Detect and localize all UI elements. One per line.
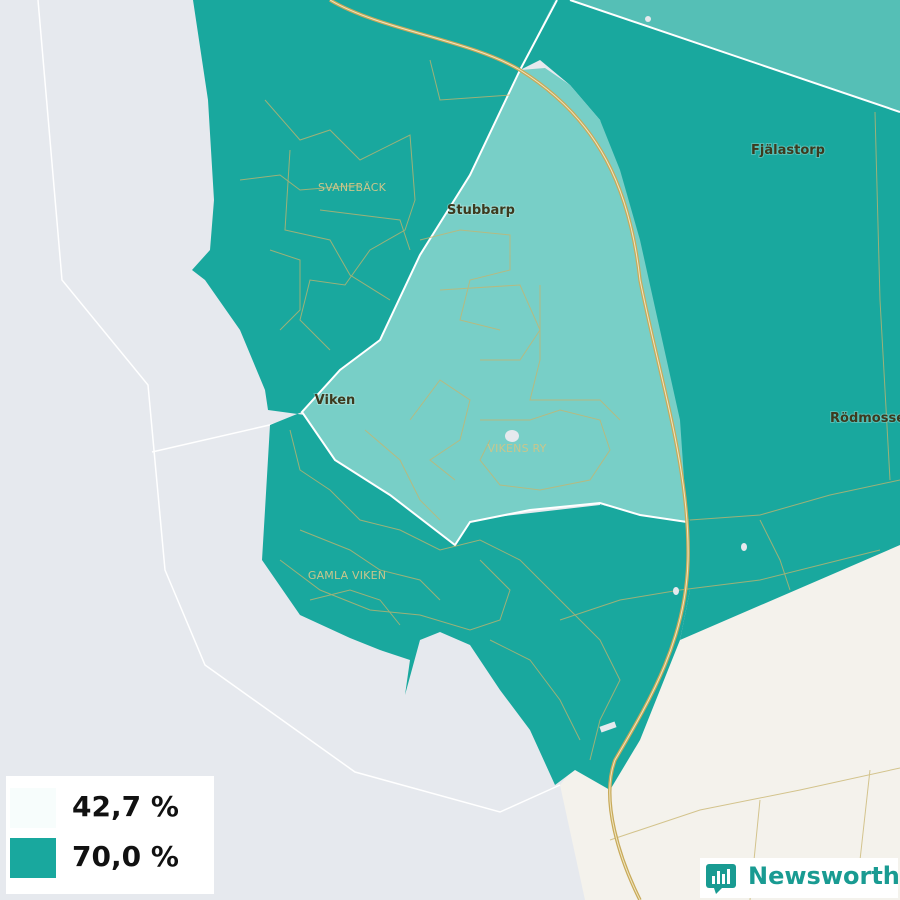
sea-boundary-line (37, 0, 561, 813)
region-border (519, 0, 558, 71)
legend-swatch-high (10, 838, 56, 878)
place-label-fjalastorp: Fjälastorp (751, 143, 825, 158)
minor-roads (239, 59, 900, 900)
pond (741, 543, 747, 551)
pond (673, 587, 679, 595)
district-label-vikens-ry: VIKENS RY (487, 442, 546, 455)
legend-item: 42,7 % (6, 786, 214, 832)
region-viken (192, 0, 690, 790)
pond (599, 721, 617, 733)
main-road-inner (329, 0, 689, 900)
district-label-svaneback: SVANEBÄCK (318, 181, 387, 194)
region-border (569, 0, 900, 113)
pond (645, 16, 651, 22)
bar-chart-icon (706, 864, 736, 894)
district-label-gamla-viken: GAMLA VIKEN (308, 569, 386, 582)
legend-label-high: 70,0 % (72, 840, 179, 873)
brand-name: Newsworthy (748, 862, 900, 890)
place-label-viken: Viken (315, 393, 356, 408)
region-border (300, 69, 688, 547)
legend: 42,7 % 70,0 % (6, 776, 214, 894)
pond (505, 430, 519, 442)
place-label-stubbarp: Stubbarp (447, 203, 515, 218)
land-outside (560, 545, 900, 900)
legend-swatch-low (10, 788, 56, 828)
legend-label-low: 42,7 % (72, 790, 179, 823)
region-vikens-ry (302, 68, 687, 545)
place-label-rodmosse: Rödmosse (830, 411, 900, 426)
legend-item: 70,0 % (6, 836, 214, 882)
newsworthy-logo: Newsworthy (700, 858, 900, 898)
